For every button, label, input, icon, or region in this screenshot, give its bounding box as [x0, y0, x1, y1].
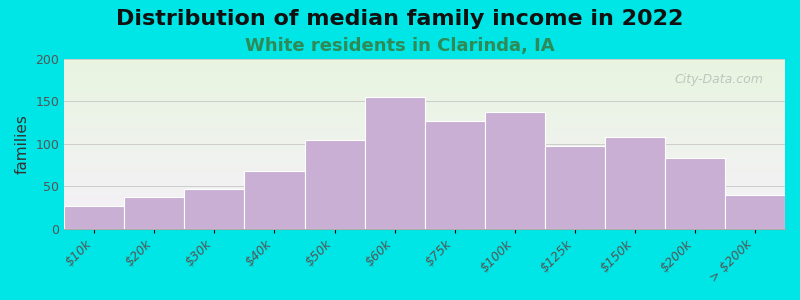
- Text: White residents in Clarinda, IA: White residents in Clarinda, IA: [245, 38, 555, 56]
- Bar: [425, 121, 485, 229]
- Y-axis label: families: families: [15, 114, 30, 174]
- Bar: [64, 206, 124, 229]
- Bar: [365, 97, 425, 229]
- Bar: [725, 195, 785, 229]
- Bar: [305, 140, 365, 229]
- Bar: [124, 197, 185, 229]
- Bar: [185, 189, 245, 229]
- Bar: [605, 137, 665, 229]
- Bar: [545, 146, 605, 229]
- Bar: [245, 171, 305, 229]
- Bar: [485, 112, 545, 229]
- Bar: [665, 158, 725, 229]
- Text: City-Data.com: City-Data.com: [674, 73, 763, 85]
- Text: Distribution of median family income in 2022: Distribution of median family income in …: [116, 9, 684, 29]
